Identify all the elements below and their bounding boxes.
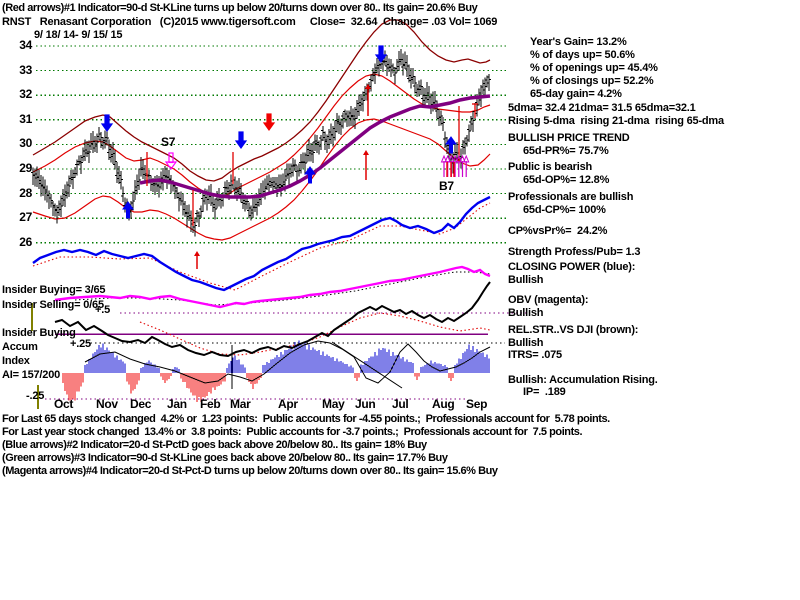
right_panel-20: Bullish [508, 337, 544, 349]
annotations-0: S7 [161, 135, 176, 149]
right_panel-1: % of days up= 50.6% [530, 49, 635, 61]
right_panel-16: Bullish [508, 274, 544, 286]
left_labels-2: +.5 [95, 304, 110, 316]
months-2: Dec [130, 397, 152, 411]
months-6: Apr [278, 397, 298, 411]
left_labels-0: Insider Buying= 3/65 [2, 284, 106, 296]
right_panel-3: % of closings up= 52.2% [530, 75, 654, 87]
right_panel-14: Strength Profess/Pub= 1.3 [508, 246, 641, 258]
right_panel-23: IP= .189 [523, 386, 566, 398]
right_panel-6: Rising 5-dma rising 21-dma rising 65-dma [508, 115, 724, 127]
header-ticker-line: RNST Renasant Corporation (C)2015 www.ti… [2, 16, 498, 28]
right_panel-15: CLOSING POWER (blue): [508, 261, 636, 273]
left_labels-6: Index [2, 355, 30, 367]
months-11: Sep [466, 397, 488, 411]
right_panel-4: 65-day gain= 4.2% [530, 88, 622, 100]
footer-4: (Magenta arrows)#4 Indicator=20-d St-Pct… [2, 465, 498, 477]
left_labels-5: +.25 [70, 338, 91, 350]
price_ticks-3: 31 [19, 112, 32, 126]
price_ticks-1: 33 [19, 63, 32, 77]
right_panel-18: Bullish [508, 307, 544, 319]
right_panel-9: Public is bearish [508, 161, 593, 173]
footer-3: (Green arrows)#3 Indicator=90-d St-KLine… [2, 452, 448, 464]
price_ticks-2: 32 [19, 87, 32, 101]
price_ticks-6: 28 [19, 186, 32, 200]
months-5: Mar [230, 397, 251, 411]
right_panel-17: OBV (magenta): [508, 294, 589, 306]
left_labels-8: -.25 [26, 390, 45, 402]
legend-red-arrows-line: (Red arrows)#1 Indicator=90-d St-KLine t… [2, 2, 478, 14]
right_panel-13: CP%vsPr%= 24.2% [508, 225, 608, 237]
months-8: Jun [355, 397, 376, 411]
months-0: Oct [54, 397, 74, 411]
right_panel-12: 65d-CP%= 100% [523, 204, 606, 216]
footer-2: (Blue arrows)#2 Indicator=20-d St-PctD g… [2, 439, 427, 451]
price_ticks-7: 27 [19, 210, 32, 224]
right_panel-2: % of openings up= 45.4% [530, 62, 658, 74]
right_panel-11: Professionals are bullish [508, 191, 634, 203]
footer-0: For Last 65 days stock changed 4.2% or 1… [2, 413, 610, 425]
right_panel-22: Bullish: Accumulation Rising. [508, 374, 658, 386]
price_ticks-0: 34 [19, 38, 32, 52]
months-7: May [322, 397, 345, 411]
months-1: Nov [96, 397, 118, 411]
months-9: Jul [392, 397, 409, 411]
header-date-range: 9/ 18/ 14- 9/ 15/ 15 [34, 29, 123, 41]
footer-1: For Last year stock changed 13.4% or 3.8… [2, 426, 583, 438]
price_ticks-8: 26 [19, 235, 32, 249]
months-3: Jan [167, 397, 187, 411]
months-10: Aug [432, 397, 455, 411]
left_labels-7: AI= 157/200 [2, 369, 61, 381]
price_ticks-4: 30 [19, 136, 32, 150]
price_ticks-5: 29 [19, 161, 32, 175]
months-4: Feb [200, 397, 221, 411]
left_labels-1: Insider Selling= 0/65 [2, 299, 104, 311]
right_panel-19: REL.STR..VS DJI (brown): [508, 324, 639, 336]
annotations-1: B7 [439, 179, 454, 193]
right_panel-10: 65d-OP%= 12.8% [523, 174, 610, 186]
right_panel-21: ITRS= .075 [508, 349, 562, 361]
left_labels-3: Insider Buying [2, 327, 76, 339]
right_panel-0: Year's Gain= 13.2% [530, 36, 627, 48]
right_panel-8: 65d-PR%= 75.7% [523, 145, 609, 157]
right_panel-7: BULLISH PRICE TREND [508, 132, 630, 144]
right_panel-5: 5dma= 32.4 21dma= 31.5 65dma=32.1 [508, 102, 696, 114]
left_labels-4: Accum [2, 341, 38, 353]
